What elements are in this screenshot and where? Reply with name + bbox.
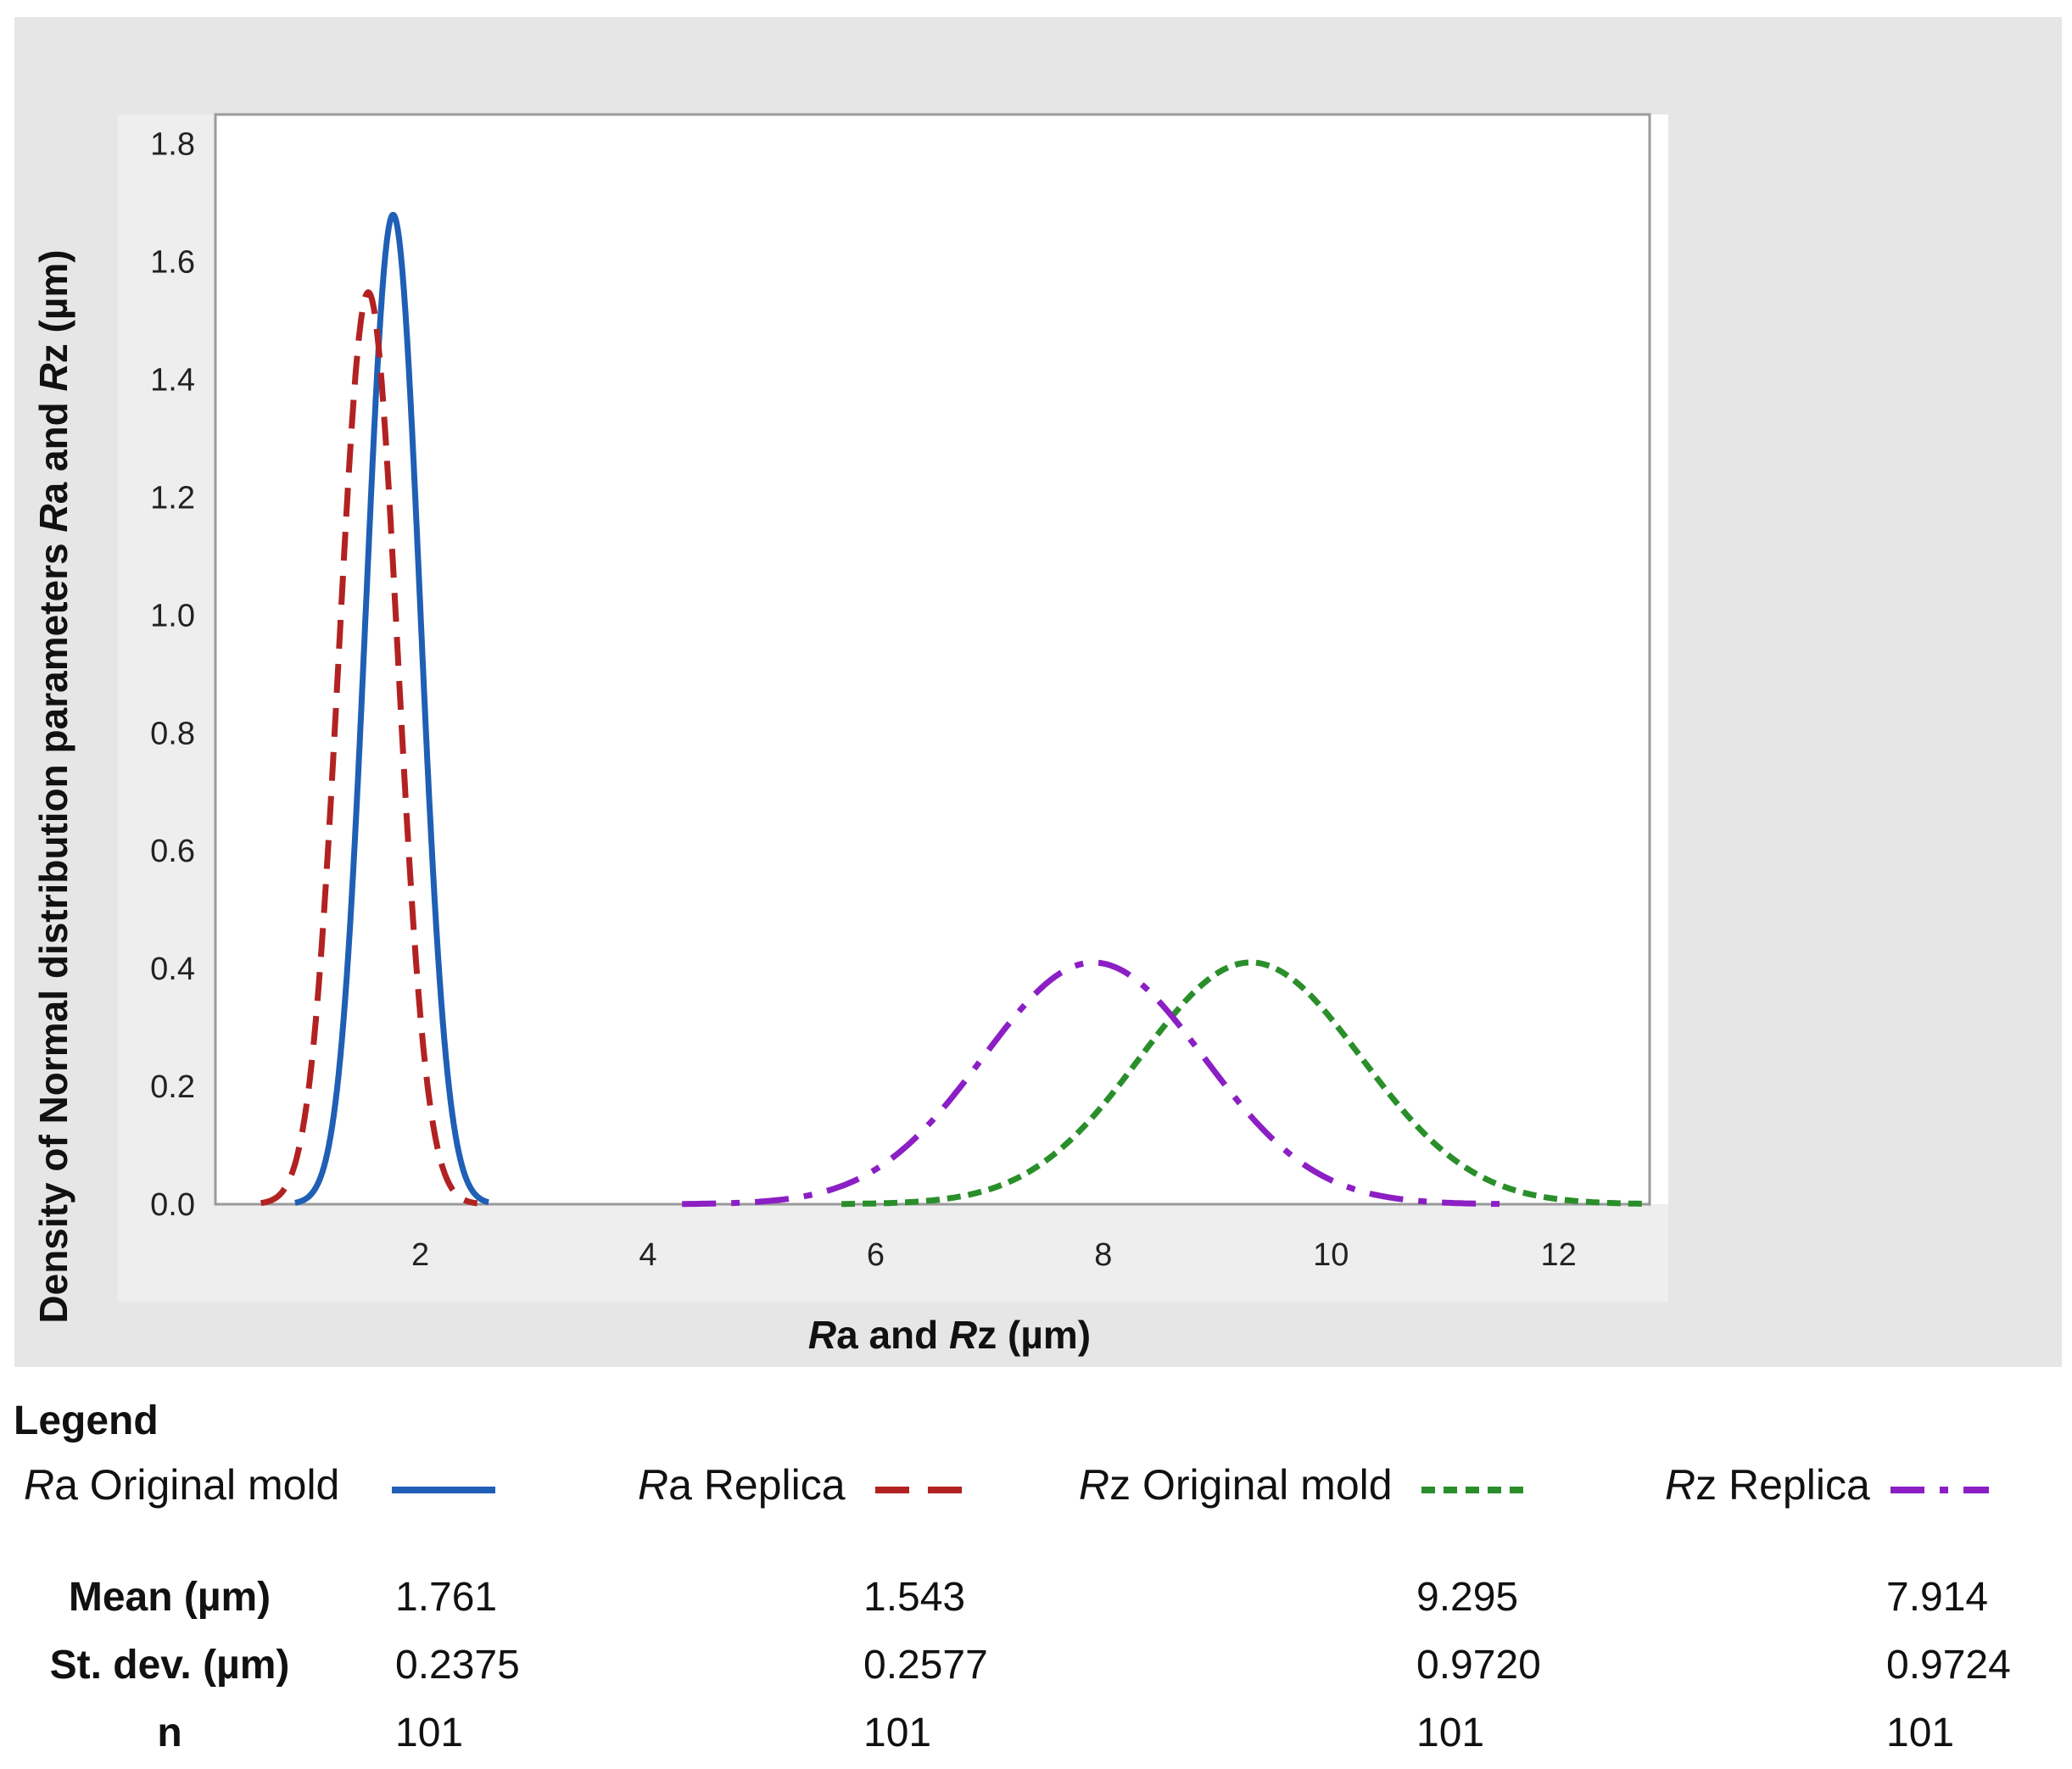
stat-n-rz-original: 101	[1416, 1710, 1485, 1755]
stat-mean-ra-replica: 1.543	[863, 1575, 966, 1620]
x-tick-label: 6	[867, 1237, 885, 1273]
y-tick-label: 1.8	[150, 127, 195, 163]
x-tick-label: 2	[411, 1237, 429, 1273]
y-tick-label: 0.6	[150, 834, 195, 869]
legend-swatch-rz-original	[1421, 1487, 1525, 1493]
stat-mean-rz-replica: 7.914	[1886, 1575, 1989, 1620]
stat-mean-rz-original: 9.295	[1416, 1575, 1519, 1620]
density-chart: 0.0 0.2 0.4 0.6 0.8 1.0 1.2 1.4 1.6 1.8 2 4 6 8 10 12 Ra…	[31, 113, 1668, 1357]
y-tick-label: 1.2	[150, 480, 195, 516]
series-line-2	[841, 959, 1650, 1208]
stat-n-rz-replica: 101	[1886, 1710, 1955, 1755]
x-axis-title: Ra and Rz (µm)	[808, 1313, 1091, 1357]
chart-panel: 0.0 0.2 0.4 0.6 0.8 1.0 1.2 1.4 1.6 1.8 2 4 6 8 10 12 Ra…	[14, 17, 2062, 1367]
y-tick-label: 1.0	[150, 598, 195, 633]
x-tick-band	[118, 1204, 1668, 1302]
stat-n-ra-original: 101	[395, 1710, 464, 1755]
legend-item-ra-replica: Ra Replica	[638, 1461, 846, 1509]
y-tick-label: 0.8	[150, 716, 195, 751]
legend-item-rz-original: Rz Original mold	[1079, 1461, 1393, 1509]
stat-sd-rz-original: 0.9720	[1416, 1643, 1541, 1688]
stat-sd-ra-original: 0.2375	[395, 1643, 520, 1688]
stat-label-n: n	[157, 1710, 182, 1755]
legend-item-ra-original: Ra Original mold	[24, 1461, 340, 1509]
stat-sd-rz-replica: 0.9724	[1886, 1643, 2011, 1688]
stat-sd-ra-replica: 0.2577	[863, 1643, 988, 1688]
y-tick-label: 0.2	[150, 1069, 195, 1105]
y-axis-title: Density of Normal distribution parameter…	[31, 249, 75, 1323]
y-tick-label: 1.6	[150, 245, 195, 281]
x-tick-label: 12	[1540, 1237, 1576, 1273]
plot-frame	[214, 113, 1651, 1206]
stat-label-mean: Mean (µm)	[68, 1575, 271, 1620]
y-tick-label: 0.0	[150, 1187, 195, 1223]
legend-swatch-rz-replica	[1890, 1487, 1989, 1493]
legend-title: Legend	[14, 1398, 159, 1443]
legend-item-rz-replica: Rz Replica	[1665, 1461, 1870, 1509]
y-tick-band	[118, 114, 215, 1204]
legend-swatch-ra-original	[392, 1487, 495, 1493]
x-tick-label: 4	[639, 1237, 656, 1273]
y-tick-label: 1.4	[150, 363, 195, 399]
x-tick-label: 8	[1094, 1237, 1112, 1273]
stat-mean-ra-original: 1.761	[395, 1575, 498, 1620]
series-line-0	[293, 211, 491, 1206]
stat-label-sd: St. dev. (µm)	[49, 1643, 290, 1688]
y-tick-label: 0.4	[150, 951, 195, 987]
legend-swatch-ra-replica	[875, 1487, 972, 1493]
stat-n-ra-replica: 101	[863, 1710, 932, 1755]
x-tick-label: 10	[1313, 1237, 1349, 1273]
series-line-1	[259, 289, 480, 1207]
